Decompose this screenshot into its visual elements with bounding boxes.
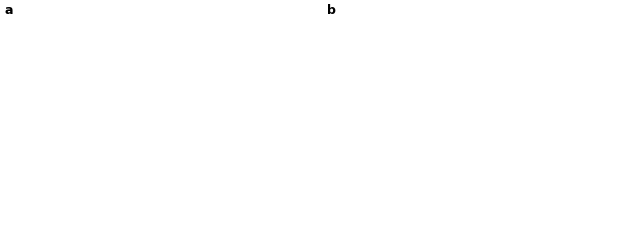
Text: a: a	[4, 4, 13, 17]
Text: Panel B
(image not found): Panel B (image not found)	[431, 111, 531, 132]
Text: b: b	[326, 4, 335, 17]
Text: Panel A
(image not found): Panel A (image not found)	[109, 111, 209, 132]
